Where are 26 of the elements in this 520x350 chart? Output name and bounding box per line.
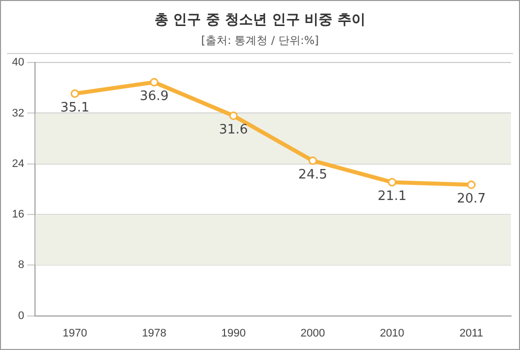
point bbox=[388, 178, 396, 186]
point bbox=[70, 89, 80, 98]
point bbox=[308, 156, 318, 165]
chart-title: 총 인구 중 청소년 인구 비중 추이 bbox=[153, 11, 367, 29]
data-label: 31.6 bbox=[218, 122, 248, 138]
x-tick-label: 2010 bbox=[380, 327, 404, 340]
x-tick-label: 1978 bbox=[142, 327, 166, 340]
y-tick-label: 8 bbox=[18, 259, 24, 272]
y-tick-label: 0 bbox=[18, 310, 24, 322]
x-tick-label: 1990 bbox=[221, 327, 246, 340]
data-label: 21.1 bbox=[378, 189, 407, 204]
data-label: 24.5 bbox=[298, 168, 328, 183]
x-tick-label: 2000 bbox=[300, 327, 326, 340]
data-label: 35.1 bbox=[60, 100, 90, 116]
x-tick-label: 2011 bbox=[460, 327, 484, 340]
data-label: 20.7 bbox=[456, 192, 486, 207]
y-tick-label: 32 bbox=[12, 107, 24, 120]
chart-subtitle: [출처: 통계청 / 단위:%] bbox=[200, 33, 320, 48]
y-tick-label: 24 bbox=[12, 158, 24, 170]
x-tick-label: 1970 bbox=[62, 327, 88, 340]
y-tick-label: 40 bbox=[12, 56, 24, 69]
data-label: 36.9 bbox=[140, 89, 169, 104]
y-tick-label: 16 bbox=[12, 208, 24, 221]
point bbox=[229, 112, 238, 120]
point bbox=[467, 180, 476, 190]
point bbox=[150, 78, 158, 86]
